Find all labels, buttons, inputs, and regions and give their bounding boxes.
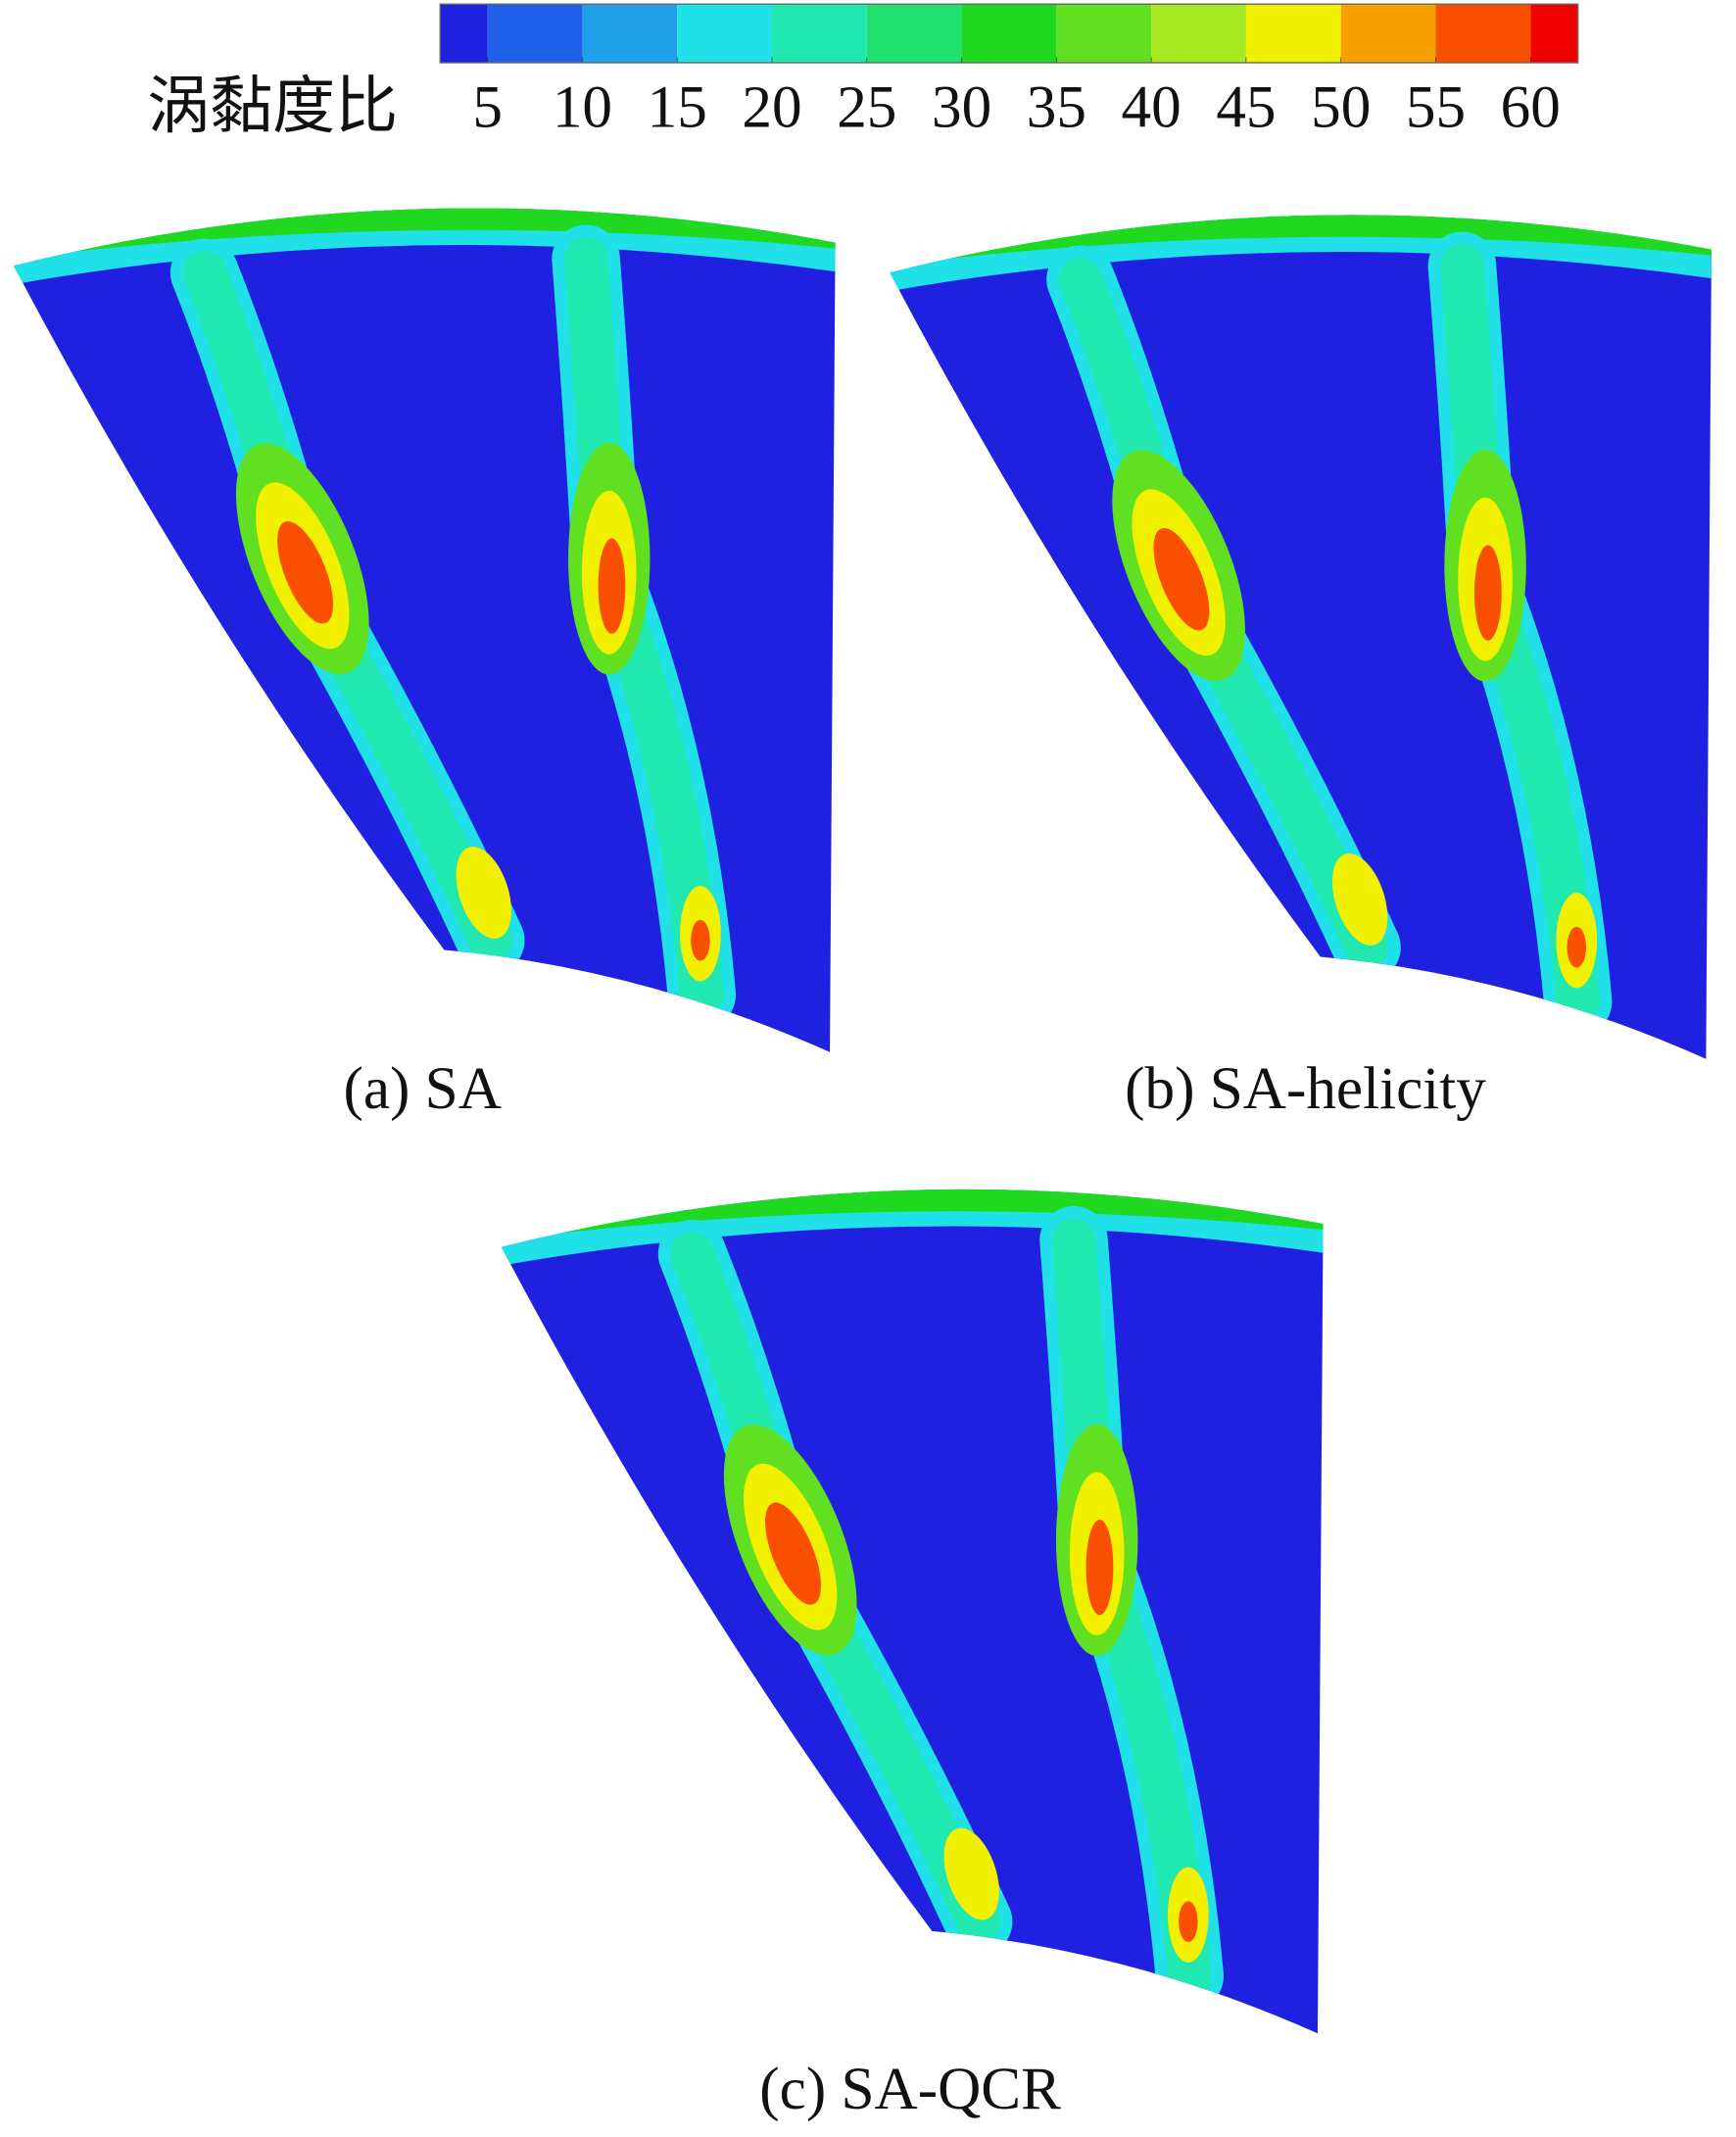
color-band	[1056, 4, 1152, 64]
contour-sa-qcr	[488, 1190, 1332, 2033]
color-band	[440, 4, 488, 64]
color-band	[487, 4, 583, 64]
color-band	[677, 4, 772, 64]
color-band	[961, 4, 1057, 64]
colorbar-label: 涡黏度比	[147, 72, 398, 141]
tick-label: 40	[1122, 74, 1181, 141]
color-band	[771, 4, 867, 64]
caption: (c) SA-QCR	[759, 2056, 1061, 2122]
contour-sa-helicity	[876, 215, 1720, 1058]
color-band	[1245, 4, 1341, 64]
tick-label: 20	[742, 74, 801, 141]
caption: (b) SA-helicity	[1125, 1055, 1486, 1122]
color-band	[1151, 4, 1246, 64]
colorbar-frame	[439, 3, 1579, 64]
tick-label: 15	[648, 74, 707, 141]
color-band	[866, 4, 962, 64]
color-band	[1530, 4, 1578, 64]
caption: (a) SA	[343, 1055, 501, 1122]
color-band	[1340, 4, 1436, 64]
tick-label: 25	[837, 74, 896, 141]
contour-sa	[0, 208, 844, 1051]
tick-label: 60	[1501, 74, 1561, 141]
tick-label: 5	[472, 74, 503, 141]
tick-label: 30	[932, 74, 991, 141]
color-band	[1435, 4, 1531, 64]
color-band	[582, 4, 678, 64]
tick-label: 35	[1027, 74, 1086, 141]
tick-label: 50	[1311, 74, 1371, 141]
tick-label: 45	[1216, 74, 1276, 141]
tick-label: 10	[553, 74, 612, 141]
tick-label: 55	[1406, 74, 1466, 141]
